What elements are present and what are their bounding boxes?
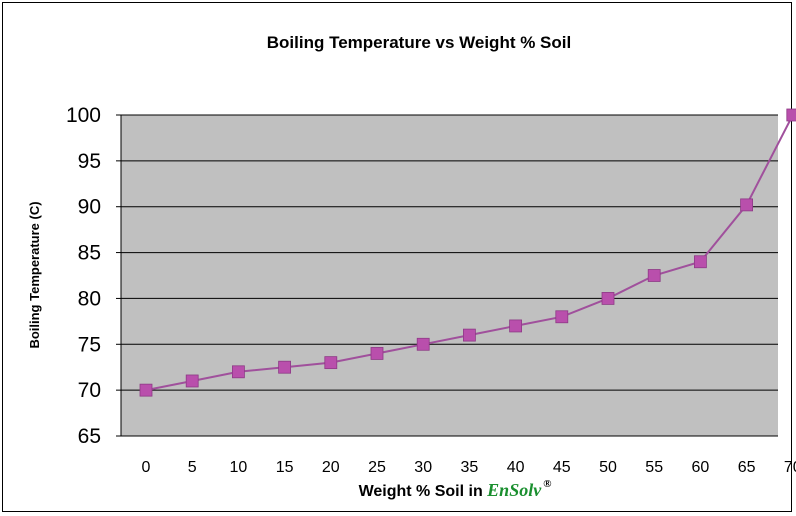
data-point [740,198,753,212]
axes [116,114,778,437]
data-point [139,383,153,397]
gridlines [121,114,778,391]
data-point [509,319,523,333]
x-tick-label: 50 [599,459,617,476]
y-tick-label: 95 [78,150,101,173]
series-markers [139,108,796,397]
x-tick-label: 30 [414,459,432,476]
data-point [694,255,707,269]
y-tick-label: 65 [78,425,101,448]
x-tick-label: 45 [553,459,571,476]
x-tick-label: 5 [188,459,197,476]
y-tick-label: 90 [78,196,101,219]
data-point [278,360,292,374]
x-tick-label: 65 [738,459,756,476]
x-tick-label: 10 [230,459,248,476]
y-tick-label: 80 [78,287,101,310]
y-tick-label: 70 [78,379,101,402]
data-point [370,347,384,360]
data-point [647,269,661,282]
x-tick-label: 60 [692,459,710,476]
chart-title: Boiling Temperature vs Weight % Soil [267,33,571,52]
x-axis-label-prefix: Weight % Soil in [359,483,488,500]
data-point [231,365,245,379]
x-tick-labels: 0 5 10 15 20 25 30 35 40 45 50 55 60 65 70 [142,459,796,476]
y-axis-label: Boiling Temperature (C) [27,201,42,348]
x-tick-label: 70 [784,459,796,476]
x-axis-label-registered-mark: ® [543,478,551,490]
x-tick-label: 40 [507,459,525,476]
x-tick-label: 55 [645,459,663,476]
plot-area [121,115,778,436]
x-tick-label: 15 [276,459,294,476]
data-point [185,374,199,388]
y-tick-label: 100 [66,104,101,127]
data-point [324,356,338,370]
data-point [786,108,796,122]
data-point [601,292,615,305]
y-tick-labels: 65 70 75 80 85 90 95 100 [66,104,101,448]
data-point [555,310,569,324]
x-tick-label: 25 [368,459,386,476]
y-tick-label: 85 [78,242,101,265]
data-point [416,337,430,351]
x-axis-label: Weight % Soil in EnSolv ® [359,478,552,500]
x-tick-label: 35 [461,459,479,476]
data-point [462,328,476,342]
y-tick-label: 75 [78,333,101,356]
x-tick-label: 20 [322,459,340,476]
x-axis-label-brand: EnSolv [486,480,542,500]
x-tick-label: 0 [142,459,151,476]
